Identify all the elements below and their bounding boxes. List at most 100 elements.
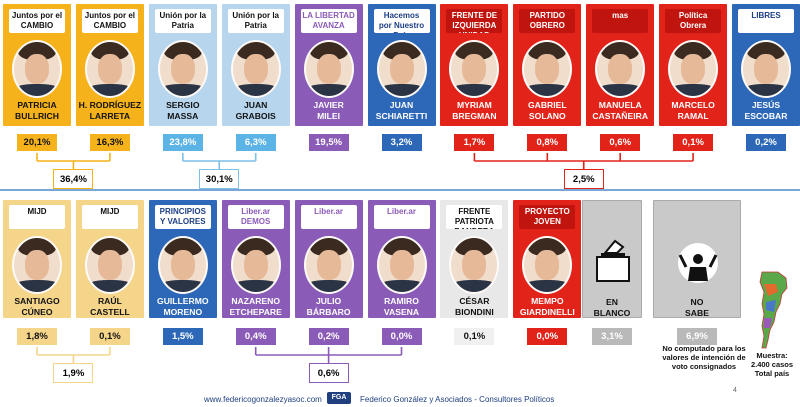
footer-website-link[interactable]: www.federicogonzalezyasoc.com — [204, 395, 322, 404]
candidate-photo — [741, 40, 791, 98]
group-total: 1,9% — [53, 363, 94, 383]
candidate-name: JESÚS ESCOBAR — [744, 100, 788, 121]
vote-percentage: 0,1% — [89, 328, 130, 345]
question-person-icon — [678, 243, 718, 283]
candidate-name: GABRIEL SOLANO — [527, 100, 567, 121]
candidate-card: Liber.ar RAMIRO VASENA — [367, 200, 436, 318]
candidate-card: MIJD RAÚL CASTELL — [75, 200, 144, 318]
candidate-card: Juntos por el CAMBIO PATRICIA BULLRICH — [3, 4, 71, 126]
vote-percentage: 0,0% — [381, 328, 422, 345]
candidate-card: EN BLANCO — [582, 200, 642, 318]
candidate-photo — [668, 40, 719, 98]
vote-percentage: 0,6% — [600, 134, 641, 151]
group-bracket — [36, 347, 111, 363]
candidate-photo — [157, 40, 208, 98]
group-bracket — [473, 153, 694, 169]
group-total: 30,1% — [199, 169, 240, 189]
candidate-card: Unión por la Patria SERGIO MASSA — [148, 4, 217, 126]
party-logo: PARTIDO OBRERO — [519, 9, 576, 33]
group-total: 36,4% — [53, 169, 94, 189]
candidate-name: NO SABE — [685, 297, 709, 318]
group-total: 2,5% — [563, 169, 604, 189]
vote-percentage: 3,1% — [592, 328, 632, 345]
vote-percentage: 16,3% — [89, 134, 130, 151]
candidate-photo — [12, 236, 62, 294]
candidate-photo — [230, 40, 281, 98]
candidate-name: JULIO BÁRBARO — [306, 296, 351, 317]
party-logo: Liber.ar DEMOS — [227, 205, 284, 229]
party-logo: Unión por la Patria — [227, 9, 284, 33]
candidate-photo — [303, 40, 354, 98]
candidate-photo — [449, 40, 500, 98]
vote-percentage: 1,7% — [454, 134, 495, 151]
candidate-photo — [303, 236, 354, 294]
vote-percentage: 19,5% — [308, 134, 349, 151]
vote-percentage: 23,8% — [162, 134, 203, 151]
candidate-card: Liber.ar JULIO BÁRBARO — [294, 200, 363, 318]
candidate-name: EN BLANCO — [593, 297, 631, 318]
party-logo: Juntos por el CAMBIO — [81, 9, 138, 33]
vote-percentage: 0,4% — [235, 328, 276, 345]
party-logo: PRINCIPIOS Y VALORES — [154, 205, 211, 229]
candidate-name: H. RODRÍGUEZ LARRETA — [78, 100, 142, 121]
vote-percentage: 1,8% — [17, 328, 57, 345]
candidate-photo — [522, 40, 573, 98]
candidate-card: LA LIBERTAD AVANZA JAVIER MILEI — [294, 4, 363, 126]
party-logo: Liber.ar — [373, 205, 430, 229]
candidate-photo — [376, 236, 427, 294]
party-logo: LIBRES — [738, 9, 794, 33]
candidate-card: MIJD SANTIAGO CÚNEO — [3, 200, 71, 318]
candidate-name: GUILLERMO MORENO — [157, 296, 209, 317]
candidate-name: RAMIRO VASENA — [383, 296, 420, 317]
vote-percentage: 20,1% — [17, 134, 57, 151]
candidate-name: MYRIAM BREGMAN — [452, 100, 497, 121]
party-logo: MIJD — [9, 205, 65, 229]
candidate-name: MEMPO GIARDINELLI — [519, 296, 575, 317]
candidate-card: Liber.ar DEMOS NAZARENO ETCHEPARE — [221, 200, 290, 318]
candidate-card: NO SABE — [653, 200, 741, 318]
row-divider — [0, 189, 800, 191]
candidate-card: mas MANUELA CASTAÑEIRA — [586, 4, 655, 126]
group-bracket — [254, 347, 403, 363]
vote-percentage: 6,3% — [235, 134, 276, 151]
candidate-photo — [84, 40, 135, 98]
candidate-name: JAVIER MILEI — [313, 100, 344, 121]
party-logo: Política Obrera — [665, 9, 722, 33]
candidate-name: MARCELO RAMAL — [671, 100, 715, 121]
vote-percentage: 6,9% — [677, 328, 717, 345]
candidate-photo — [449, 236, 500, 294]
candidate-photo — [595, 40, 646, 98]
vote-percentage: 0,1% — [454, 328, 495, 345]
candidate-name: SERGIO MASSA — [166, 100, 200, 121]
vote-percentage: 0,1% — [673, 134, 714, 151]
candidate-name: SANTIAGO CÚNEO — [14, 296, 60, 317]
candidate-photo — [376, 40, 427, 98]
party-logo: Unión por la Patria — [154, 9, 211, 33]
candidate-photo — [84, 236, 135, 294]
candidate-name: JUAN SCHIARETTI — [375, 100, 428, 121]
sample-note: Muestra: 2.400 casos Total país — [750, 351, 794, 378]
party-logo: FRENTE PATRIOTA BANDERA VECINAL — [446, 205, 503, 229]
group-bracket — [182, 153, 257, 169]
fga-logo: FGA — [327, 392, 351, 404]
candidate-card: FRENTE DE IZQUIERDA UNIDAD MYRIAM BREGMAN — [440, 4, 509, 126]
party-logo: PROYECTO JOVEN — [519, 205, 576, 229]
candidate-card: PROYECTO JOVEN MEMPO GIARDINELLI — [513, 200, 582, 318]
group-bracket — [36, 153, 111, 169]
vote-percentage: 0,2% — [308, 328, 349, 345]
candidate-photo — [230, 236, 281, 294]
party-logo: Hacemos por Nuestro País — [373, 9, 430, 33]
candidate-photo — [12, 40, 62, 98]
group-total: 0,6% — [308, 363, 349, 383]
candidate-name: JUAN GRABOIS — [235, 100, 276, 121]
candidate-card: LIBRES JESÚS ESCOBAR — [732, 4, 800, 126]
vote-percentage: 0,0% — [527, 328, 568, 345]
candidate-name: NAZARENO ETCHEPARE — [229, 296, 282, 317]
ballot-box-icon — [596, 239, 630, 282]
party-logo: Juntos por el CAMBIO — [9, 9, 65, 33]
candidate-name: MANUELA CASTAÑEIRA — [592, 100, 649, 121]
candidate-photo — [157, 236, 208, 294]
candidate-card: Hacemos por Nuestro País JUAN SCHIARETTI — [367, 4, 436, 126]
party-logo: Liber.ar — [300, 205, 357, 229]
